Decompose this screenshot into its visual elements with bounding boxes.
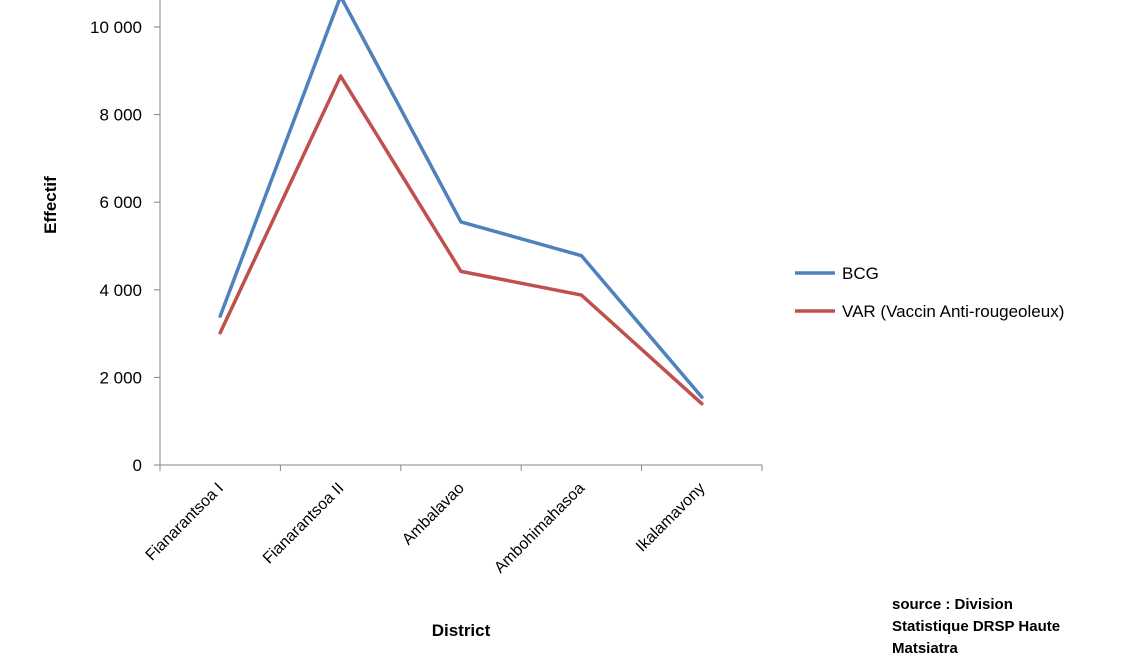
data-point	[700, 395, 704, 399]
series-layer	[218, 0, 704, 406]
source-note: source : Division Statistique DRSP Haute…	[892, 596, 1061, 657]
y-tick-label: 8 000	[99, 106, 142, 125]
x-tick-label: Ikalamavony	[633, 480, 709, 556]
x-tick-label: Ambohimahasoa	[491, 480, 588, 577]
y-axis-title: Effectif	[41, 176, 60, 234]
data-point	[218, 314, 222, 318]
data-point	[579, 254, 584, 258]
x-tick-label: Ambalavao	[399, 480, 468, 549]
data-point	[459, 220, 463, 224]
x-tick-label: Fianarantsoa II	[260, 480, 347, 567]
y-tick-label: 2 000	[99, 368, 142, 387]
data-point	[459, 269, 463, 274]
x-tick-label: Fianarantsoa I	[143, 480, 227, 564]
data-point	[579, 293, 584, 297]
y-tick-label: 6 000	[99, 193, 142, 212]
legend-label: BCG	[842, 264, 879, 283]
y-tick-label: 4 000	[99, 281, 142, 300]
data-point	[218, 331, 222, 335]
x-axis-title: District	[432, 621, 491, 640]
legend: BCG VAR (Vaccin Anti-rougeoleux)	[795, 264, 1064, 321]
y-tick-label: 0	[133, 456, 142, 475]
y-tick-label: 10 000	[90, 18, 142, 37]
data-point	[700, 402, 704, 406]
axes-layer: 0 2 000 4 000 6 000 8 000 10 000 Fianarantsoa …	[41, 0, 763, 640]
data-point	[339, 74, 343, 78]
legend-label: VAR (Vaccin Anti-rougeoleux)	[842, 302, 1064, 321]
